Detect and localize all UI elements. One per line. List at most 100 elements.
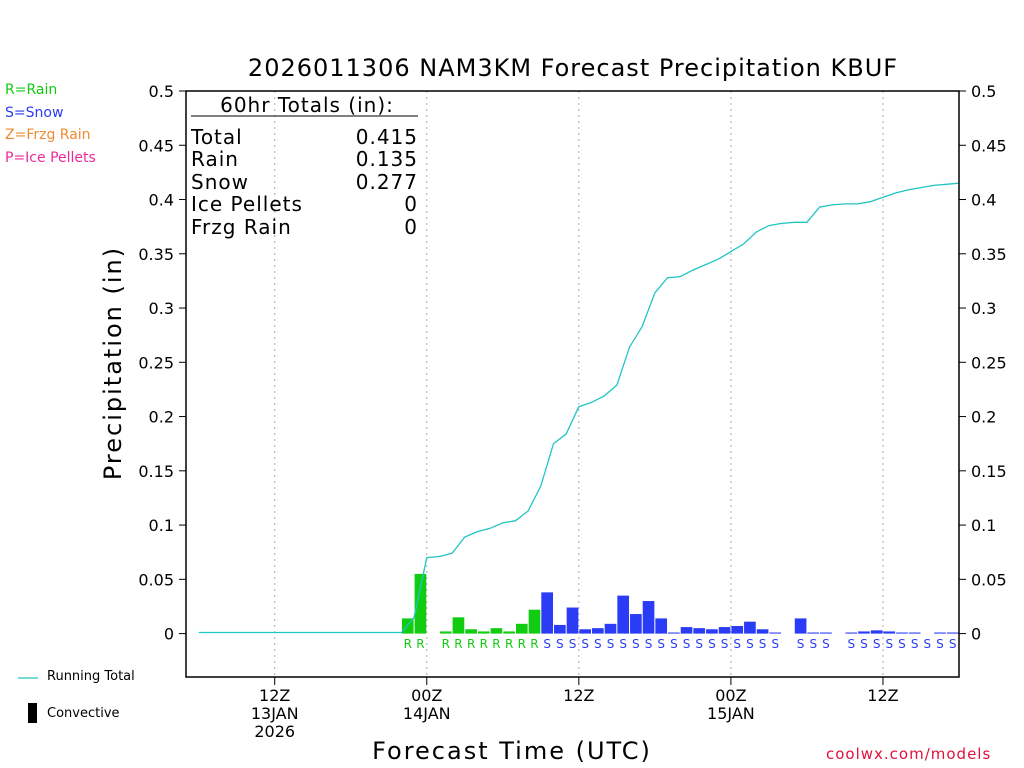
- precip-bar: [655, 618, 668, 634]
- legend-ice: P=Ice Pellets: [5, 150, 96, 166]
- precip-bar: [617, 595, 630, 634]
- precip-bar: [706, 629, 718, 634]
- ptype-label: S: [695, 637, 703, 651]
- ptype-label: R: [530, 637, 538, 651]
- y-tick-label-left: 0.45: [138, 136, 174, 155]
- precip-bar: [515, 623, 528, 634]
- ptype-label: R: [442, 637, 450, 651]
- precip-bar: [680, 627, 693, 634]
- ptype-label: S: [924, 637, 932, 651]
- y-tick-label-right: 0.3: [971, 299, 996, 318]
- precip-bar: [870, 630, 883, 634]
- ptype-label: S: [721, 637, 729, 651]
- ptype-label: S: [809, 637, 817, 651]
- precip-bar: [807, 632, 820, 634]
- x-tick-label: 00Z: [411, 686, 442, 705]
- precip-bar: [477, 631, 490, 634]
- totals-frzg-value: 0: [404, 215, 418, 239]
- ptype-label: R: [467, 637, 475, 651]
- precip-bar: [769, 632, 782, 634]
- precip-bar: [946, 632, 959, 634]
- x-axis-label: Forecast Time (UTC): [372, 737, 652, 765]
- precip-bar: [630, 614, 642, 634]
- convective-legend-label: Convective: [47, 706, 120, 721]
- precip-bar: [566, 607, 579, 634]
- precip-bar: [896, 632, 908, 634]
- y-tick-label-left: 0.15: [138, 462, 174, 481]
- precip-bar: [541, 592, 553, 634]
- totals-snow-label: Snow: [191, 170, 249, 194]
- precip-bar: [439, 631, 452, 634]
- ptype-label: R: [505, 637, 513, 651]
- ptype-label: S: [607, 637, 615, 651]
- totals-rain-label: Rain: [191, 147, 239, 171]
- totals-header: 60hr Totals (in):: [220, 93, 394, 117]
- totals-total-value: 0.415: [356, 125, 418, 149]
- y-tick-label-right: 0.05: [971, 570, 1007, 589]
- ptype-label: S: [569, 637, 577, 651]
- totals-snow-value: 0.277: [356, 170, 418, 194]
- ptype-label: S: [911, 637, 919, 651]
- grid-lines: [274, 91, 884, 677]
- precip-bar: [528, 609, 541, 634]
- precip-bar: [579, 629, 592, 634]
- x-tick-label: 2026: [254, 722, 295, 741]
- bar-series: [401, 573, 959, 634]
- ptype-label: S: [822, 637, 830, 651]
- ptype-label: S: [873, 637, 881, 651]
- y-tick-label-right: 0.5: [971, 82, 996, 101]
- precip-bar: [553, 624, 566, 634]
- ptype-label: S: [581, 637, 589, 651]
- y-tick-label-left: 0.1: [149, 516, 174, 535]
- legend-frzg: Z=Frzg Rain: [5, 127, 91, 143]
- x-tick-label: 14JAN: [403, 704, 451, 723]
- precip-bar: [414, 573, 427, 634]
- y-tick-label-left: 0.35: [138, 245, 174, 264]
- precip-bar: [858, 631, 870, 634]
- y-tick-label-right: 0.4: [971, 191, 996, 210]
- ptype-label: S: [936, 637, 944, 651]
- totals-total-label: Total: [190, 125, 243, 149]
- chart-title: 2026011306 NAM3KM Forecast Precipitation…: [248, 54, 898, 82]
- ptype-label: S: [594, 637, 602, 651]
- y-axis-label: Precipitation (in): [99, 246, 127, 480]
- credit-link[interactable]: coolwx.com/models: [826, 745, 992, 763]
- totals-ice-label: Ice Pellets: [191, 192, 303, 216]
- y-tick-label-left: 0.2: [149, 408, 174, 427]
- y-tick-label-left: 0: [164, 625, 174, 644]
- convective-legend-swatch: [28, 703, 37, 723]
- x-tick-label: 15JAN: [707, 704, 755, 723]
- x-tick-label: 12Z: [563, 686, 594, 705]
- precip-bar: [452, 617, 465, 634]
- precip-bar: [693, 628, 706, 634]
- totals-frzg-label: Frzg Rain: [191, 215, 292, 239]
- y-tick-label-left: 0.25: [138, 353, 174, 372]
- precip-bar: [668, 632, 680, 634]
- y-tick-label-right: 0: [971, 625, 981, 644]
- precip-bar: [756, 629, 769, 634]
- y-tick-label-right: 0.35: [971, 245, 1007, 264]
- y-tick-label-right: 0.45: [971, 136, 1007, 155]
- y-tick-label-left: 0.4: [149, 191, 174, 210]
- totals-rain-value: 0.135: [356, 147, 418, 171]
- x-tick-label: 13JAN: [251, 704, 299, 723]
- y-tick-label-right: 0.2: [971, 408, 996, 427]
- y-tick-label-right: 0.25: [971, 353, 1007, 372]
- precip-bar: [744, 621, 756, 634]
- ptype-label: S: [733, 637, 741, 651]
- x-tick-label: 12Z: [259, 686, 290, 705]
- y-tick-label-left: 0.05: [138, 570, 174, 589]
- precip-bar: [490, 628, 503, 634]
- ptype-label: S: [632, 637, 640, 651]
- precip-bar: [820, 632, 832, 634]
- precip-bar: [592, 628, 604, 634]
- ptype-label: S: [898, 637, 906, 651]
- precip-bar: [401, 618, 414, 634]
- ptype-label: S: [556, 637, 564, 651]
- y-tick-label-left: 0.5: [149, 82, 174, 101]
- x-tick-label: 12Z: [867, 686, 898, 705]
- ptype-label: S: [949, 637, 957, 651]
- ptype-label: S: [771, 637, 779, 651]
- totals-ice-value: 0: [404, 192, 418, 216]
